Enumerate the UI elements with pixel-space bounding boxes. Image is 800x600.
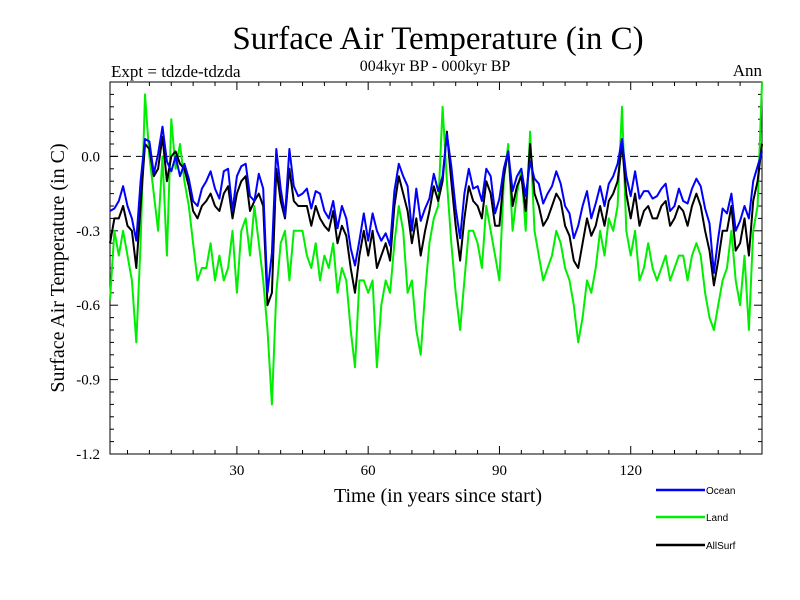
- legend-label-allsurf: AllSurf: [706, 541, 736, 552]
- chart-subtitle: 004kyr BP - 000kyr BP: [360, 58, 511, 75]
- legend-label-ocean: Ocean: [706, 486, 735, 497]
- plot-frame: [109, 81, 763, 455]
- axis-ticks: [110, 81, 763, 455]
- chart-title: Surface Air Temperature (in C): [232, 21, 643, 57]
- x-tick-label: 60: [361, 463, 376, 479]
- y-axis-label: Surface Air Temperature (in C): [47, 143, 69, 392]
- legend-label-land: Land: [706, 513, 728, 524]
- x-tick-label: 120: [619, 463, 642, 479]
- series-line-ocean: [109, 125, 763, 294]
- series-line-allsurf: [109, 130, 763, 307]
- y-tick-label: -0.3: [76, 224, 100, 240]
- y-tick-label: -0.9: [76, 373, 100, 389]
- series-line-land: [109, 81, 763, 406]
- x-tick-label: 90: [492, 463, 507, 479]
- legend: Ocean Land AllSurf: [656, 486, 736, 552]
- series-lines: [109, 81, 763, 406]
- y-tick-label: -1.2: [76, 447, 100, 463]
- y-tick-label: 0.0: [81, 149, 100, 165]
- experiment-label: Expt = tdzde-tdzda: [111, 62, 241, 81]
- x-tick-labels: 30 60 90 120: [229, 463, 642, 479]
- season-label: Ann: [733, 61, 763, 80]
- y-tick-label: -0.6: [76, 298, 100, 314]
- y-tick-labels: 0.0 -0.3 -0.6 -0.9 -1.2: [76, 149, 100, 463]
- x-tick-label: 30: [229, 463, 244, 479]
- x-axis-label: Time (in years since start): [334, 485, 542, 507]
